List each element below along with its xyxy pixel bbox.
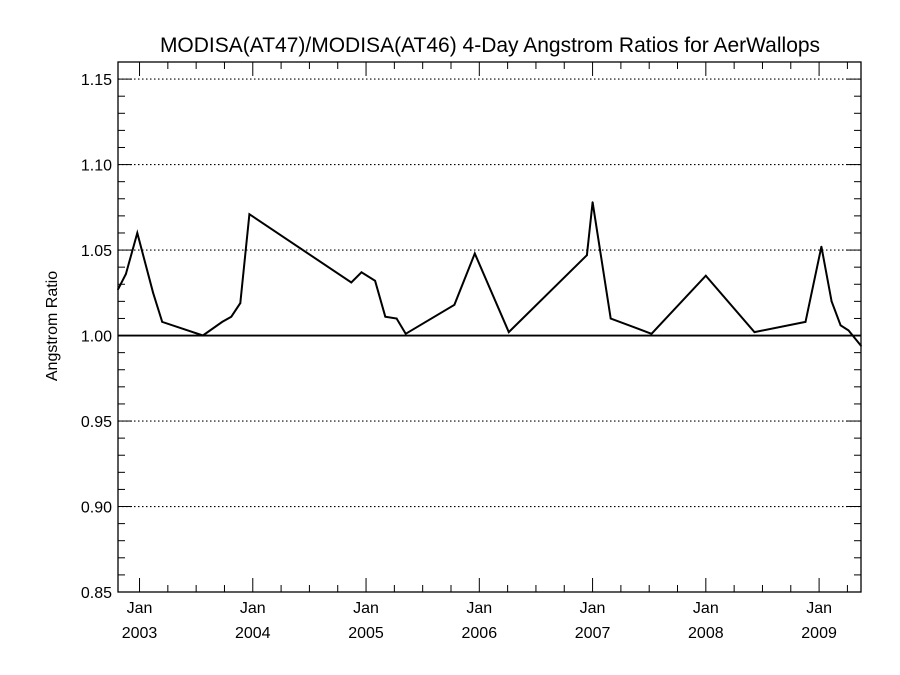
x-tick-label-month: Jan xyxy=(240,600,266,617)
x-tick-label-year: 2006 xyxy=(462,625,498,642)
x-tick-label-year: 2004 xyxy=(235,625,271,642)
data-point xyxy=(453,303,456,306)
data-point xyxy=(507,331,510,334)
x-tick-label-year: 2005 xyxy=(348,625,384,642)
data-point xyxy=(374,279,377,282)
data-point xyxy=(248,213,251,216)
data-point xyxy=(161,320,164,323)
data-point xyxy=(404,332,407,335)
data-point xyxy=(609,317,612,320)
y-tick-label: 1.00 xyxy=(81,329,112,346)
series-group xyxy=(117,201,862,347)
plot-frame xyxy=(117,61,862,593)
x-tick-label-month: Jan xyxy=(806,600,832,617)
data-point xyxy=(360,271,363,274)
y-tick-label: 1.05 xyxy=(81,243,112,260)
data-point xyxy=(650,332,653,335)
data-point xyxy=(804,320,807,323)
data-point xyxy=(830,300,833,303)
y-tick-label: 1.15 xyxy=(81,72,112,89)
x-tick-label-month: Jan xyxy=(580,600,606,617)
x-tick-label-month: Jan xyxy=(353,600,379,617)
data-point xyxy=(591,201,594,204)
x-tick-label-year: 2009 xyxy=(801,625,837,642)
y-tick-label: 0.85 xyxy=(81,585,112,602)
x-tick-label-year: 2003 xyxy=(122,625,158,642)
data-point xyxy=(473,252,476,255)
data-point xyxy=(230,315,233,318)
data-point xyxy=(239,302,242,304)
data-point xyxy=(704,274,707,277)
data-point xyxy=(847,329,850,332)
data-point xyxy=(136,232,139,234)
y-tick-label: 0.90 xyxy=(81,500,112,517)
x-tick-label-year: 2008 xyxy=(688,625,724,642)
data-point xyxy=(152,291,155,294)
y-axis-label: Angstrom Ratio xyxy=(44,271,61,381)
x-tick-label-year: 2007 xyxy=(575,625,611,642)
x-tick-label-month: Jan xyxy=(127,600,153,617)
data-point xyxy=(202,334,204,337)
data-point xyxy=(820,245,823,248)
tick-labels: 0.85 0.90 0.95 1.00 1.05 1.10 1.15 Jan 2003 Jan 20… xyxy=(81,72,837,642)
chart-title: MODISA(AT47)/MODISA(AT46) 4-Day Angstrom… xyxy=(160,34,820,57)
x-tick-label-month: Jan xyxy=(693,600,719,617)
grid-lines xyxy=(118,78,861,508)
y-tick-label: 0.95 xyxy=(81,414,112,431)
data-point xyxy=(839,324,842,327)
data-point xyxy=(350,281,353,284)
data-point xyxy=(125,273,127,275)
data-point xyxy=(395,317,398,320)
data-point xyxy=(586,254,588,257)
y-tick-label: 1.10 xyxy=(81,158,112,175)
data-point xyxy=(753,331,756,334)
data-point xyxy=(384,315,387,318)
series-line xyxy=(117,202,862,347)
x-tick-label-month: Jan xyxy=(466,600,492,617)
data-point xyxy=(221,320,224,323)
